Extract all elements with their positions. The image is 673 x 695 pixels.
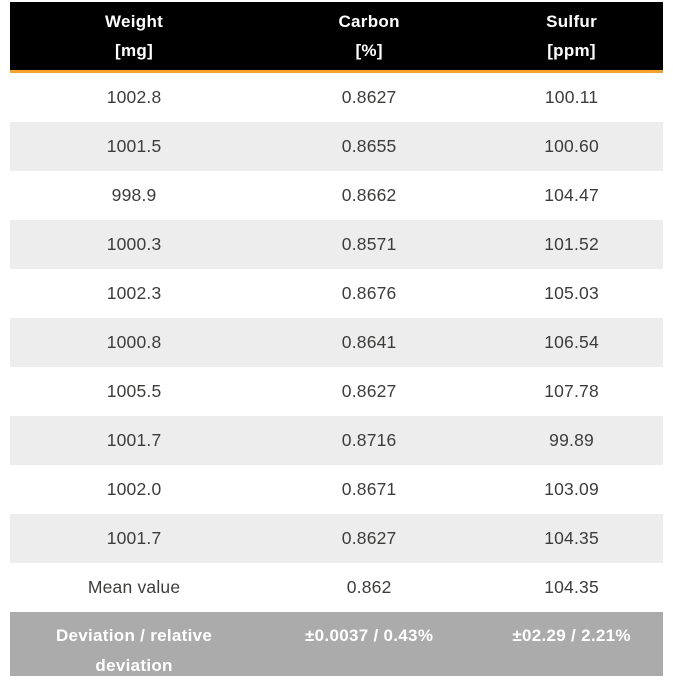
sulfur-cell: 104.35 [544,577,599,597]
carbon-cell: 0.8716 [341,430,397,450]
carbon-cell: 0.8676 [341,283,397,303]
table-body: 1002.8 0.8627 100.11 1001.5 0.8655 100.60 998.… [10,73,663,612]
carbon-cell: 0.8571 [341,234,397,254]
column-header-carbon-unit: [%] [355,41,383,60]
table-header-row: Weight [mg] Carbon [%] Sulfur [ppm] [10,2,663,73]
weight-cell: 1000.8 [106,332,162,352]
sulfur-cell: 100.11 [544,87,599,107]
column-header-carbon: Carbon [%] [258,7,480,65]
sulfur-cell: 104.47 [544,185,599,205]
carbon-cell: 0.862 [346,577,392,597]
sulfur-cell: 101.52 [544,234,599,254]
carbon-cell: 0.8627 [341,381,397,401]
column-header-weight-unit: [mg] [115,41,154,60]
carbon-cell: 0.8662 [341,185,397,205]
weight-cell: 1005.5 [106,381,162,401]
table-row: 1002.0 0.8671 103.09 [10,465,663,514]
sulfur-cell: 106.54 [544,332,599,352]
table-footer-row: Deviation / relative deviation ±0.0037 /… [10,612,663,676]
column-header-weight-label: Weight [104,12,164,31]
table-row: 1005.5 0.8627 107.78 [10,367,663,416]
table-row: 1000.3 0.8571 101.52 [10,220,663,269]
deviation-label-cell: Deviation / relative deviation [10,612,258,681]
column-header-sulfur-unit: [ppm] [547,41,596,60]
column-header-sulfur-label: Sulfur [546,12,598,31]
sulfur-cell: 99.89 [549,430,594,450]
mean-value-row: Mean value 0.862 104.35 [10,563,663,612]
table-row: 998.9 0.8662 104.47 [10,171,663,220]
table-row: 1002.3 0.8676 105.03 [10,269,663,318]
carbon-deviation-cell: ±0.0037 / 0.43% [305,626,434,645]
column-header-sulfur: Sulfur [ppm] [480,7,663,65]
weight-cell: Mean value [87,577,181,597]
carbon-cell: 0.8627 [341,87,397,107]
table-row: 1001.7 0.8627 104.35 [10,514,663,563]
sulfur-deviation-cell: ±02.29 / 2.21% [512,626,631,645]
sulfur-cell: 104.35 [544,528,599,548]
sulfur-cell: 100.60 [544,136,599,156]
deviation-label: Deviation / relative deviation [55,626,213,675]
table-row: 1001.7 0.8716 99.89 [10,416,663,465]
column-header-weight: Weight [mg] [10,7,258,65]
carbon-cell: 0.8641 [341,332,397,352]
weight-cell: 1001.7 [106,430,162,450]
weight-cell: 1000.3 [106,234,162,254]
carbon-cell: 0.8655 [341,136,397,156]
sulfur-cell: 103.09 [544,479,599,499]
sulfur-cell: 105.03 [544,283,599,303]
table-row: 1000.8 0.8641 106.54 [10,318,663,367]
weight-cell: 998.9 [111,185,157,205]
sulfur-cell: 107.78 [544,381,599,401]
table-row: 1001.5 0.8655 100.60 [10,122,663,171]
weight-cell: 1002.8 [106,87,162,107]
weight-cell: 1002.3 [106,283,162,303]
weight-cell: 1002.0 [106,479,162,499]
column-header-carbon-label: Carbon [338,12,400,31]
table-row: 1002.8 0.8627 100.11 [10,73,663,122]
carbon-cell: 0.8671 [341,479,397,499]
weight-cell: 1001.7 [106,528,162,548]
weight-cell: 1001.5 [106,136,162,156]
carbon-cell: 0.8627 [341,528,397,548]
